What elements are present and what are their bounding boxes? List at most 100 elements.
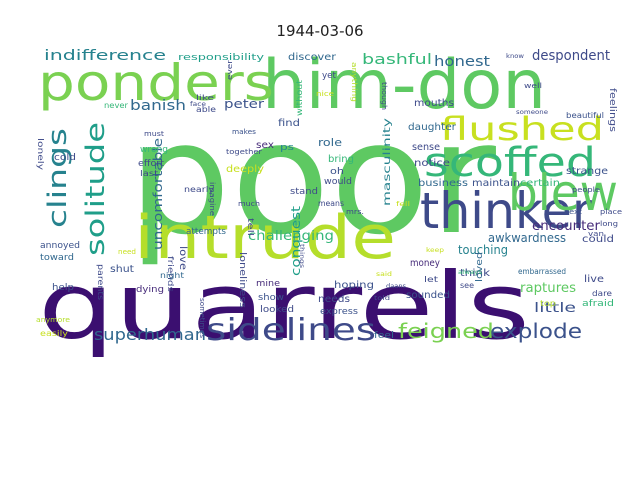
word-must: must	[144, 130, 164, 138]
word-find: find	[278, 118, 300, 129]
word-well: well	[524, 82, 542, 90]
word-things: things	[298, 244, 305, 268]
word-imagine: imagine	[208, 182, 216, 216]
word-van: van	[588, 230, 604, 238]
word-ponders: ponders	[38, 54, 274, 112]
word-thinker: thinker	[420, 182, 592, 240]
word-people: people	[572, 186, 600, 194]
word-top: top	[540, 299, 556, 308]
word-mrs-: mrs.	[346, 208, 364, 216]
word-mine: mine	[256, 279, 280, 289]
word-makes: makes	[232, 128, 256, 136]
word-sex: sex	[256, 140, 274, 151]
word-feelings: feelings	[607, 88, 617, 132]
word-nice: nice	[316, 90, 334, 98]
word-needs: needs	[318, 294, 350, 305]
word-oh: oh	[330, 167, 344, 177]
word-strange: strange	[566, 166, 608, 177]
word-encounter: encounter	[532, 219, 601, 234]
word-see: see	[460, 281, 474, 290]
word-deeply: deeply	[226, 164, 264, 175]
word-hoping: hoping	[334, 280, 374, 291]
word-let: let	[424, 275, 438, 284]
word-mouths: mouths	[414, 98, 454, 109]
word-though: though	[380, 82, 388, 110]
word-could: could	[582, 234, 614, 245]
word-touching: touching	[458, 243, 508, 257]
word-need: need	[118, 248, 136, 256]
word-next: next	[564, 208, 582, 216]
word-explode: explode	[490, 319, 582, 343]
word-long: long	[600, 220, 618, 228]
word-sense: sense	[412, 142, 440, 153]
word-looked: looked	[260, 305, 294, 315]
word-scoffed: scoffed	[424, 140, 596, 186]
word-little: little	[534, 301, 576, 316]
word-never: never	[104, 101, 129, 110]
word-dying: dying	[136, 285, 164, 295]
word-effort: effort	[138, 159, 164, 169]
word-yet: yet	[322, 71, 336, 81]
word-despondent: despondent	[532, 48, 610, 64]
word-cold: cold	[54, 153, 76, 163]
word-fell: fell	[396, 201, 411, 208]
word-told: told	[374, 295, 390, 302]
word-bring: bring	[328, 154, 354, 165]
word-certain: certain	[520, 178, 560, 189]
word-money: money	[410, 258, 440, 269]
word-together: together	[226, 148, 262, 156]
word-parents: parents	[96, 264, 105, 300]
word-face: face	[190, 101, 206, 108]
word-peter: peter	[224, 97, 264, 111]
word-conquest: conquest	[289, 206, 303, 276]
word-honest: honest	[434, 54, 491, 70]
word-him-don: him-don	[262, 46, 546, 125]
word-would: would	[324, 177, 352, 187]
word-night: night	[160, 271, 184, 280]
word-intrude: intrude	[134, 203, 396, 273]
word-love: love	[177, 246, 188, 270]
word-friends: friends	[166, 256, 175, 292]
word-anything: anything	[350, 62, 358, 102]
word-flushed: flushed	[440, 110, 604, 148]
word-superhuman: superhuman	[94, 325, 206, 344]
word-uncomfortable: uncomfortable	[151, 138, 165, 250]
word-responsibility: responsibility	[178, 53, 265, 63]
word-without: without	[295, 80, 304, 116]
word-someone: someone	[516, 109, 548, 116]
word-sidelines: sidelines	[206, 313, 376, 348]
word-notice: notice	[414, 158, 450, 169]
word-sometimes: sometimes	[198, 298, 206, 338]
word-maintain: maintain	[472, 178, 520, 189]
word-role: role	[318, 136, 342, 149]
word-blew: blew	[508, 164, 618, 222]
word-last: last	[140, 169, 158, 178]
word-embarrassed: embarrassed	[518, 267, 566, 276]
word-easily: easily	[40, 329, 68, 338]
word-poor: poor	[128, 88, 496, 269]
word-shut: shut	[110, 264, 134, 275]
word-much: much	[238, 200, 260, 208]
word-feigned: feigned	[398, 319, 494, 343]
word-ps: ps	[280, 143, 294, 153]
word-banish: banish	[130, 98, 186, 114]
word-feel: feel	[374, 331, 394, 341]
word-beautiful: beautiful	[566, 111, 604, 120]
word-quarrels: quarrels	[38, 253, 530, 360]
word-loved: loved	[475, 252, 485, 282]
word-show: show	[258, 293, 284, 303]
word-bashful: bashful	[362, 52, 432, 68]
word-nearly: nearly	[184, 185, 214, 194]
word-express: express	[320, 307, 358, 317]
word-always: always	[458, 269, 482, 276]
word-daans: daans	[386, 283, 406, 290]
word-keep: keep	[426, 247, 444, 254]
word-solitude: solitude	[81, 122, 111, 256]
word-annoyed: annoyed	[40, 241, 80, 251]
word-ever: ever	[226, 60, 234, 80]
word-challenging: challenging	[248, 229, 334, 244]
word-live: live	[584, 274, 604, 285]
word-place: place	[600, 208, 622, 216]
word-business: business	[418, 178, 468, 189]
